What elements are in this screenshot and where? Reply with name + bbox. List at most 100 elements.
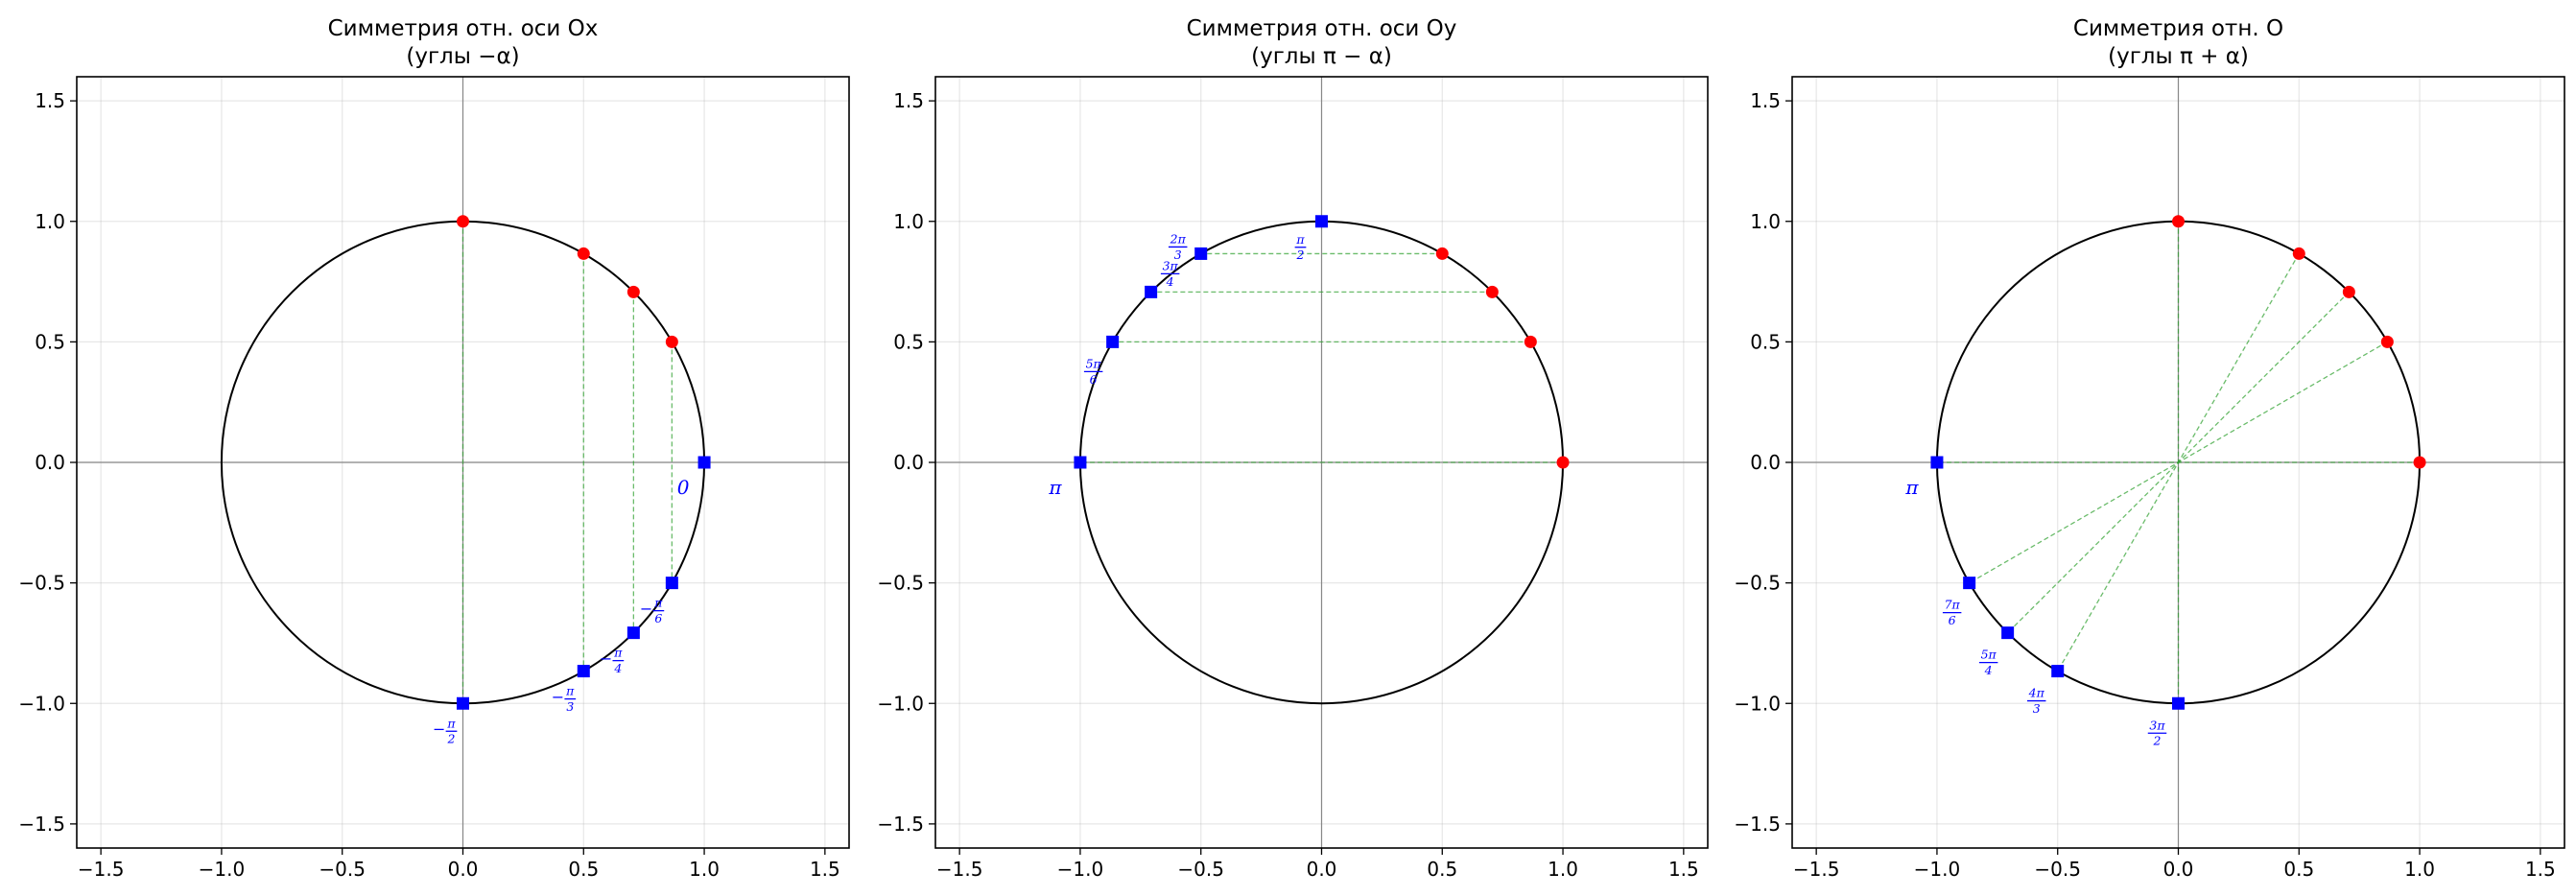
x-tick-label: 1.5: [1668, 858, 1699, 881]
panel-1: Симметрия отн. оси Ox(углы −α)0− π6− π4− π3…: [18, 16, 850, 881]
label-text: π: [1904, 476, 1919, 499]
label-denominator: 3: [1174, 248, 1182, 262]
label-denominator: 2: [1296, 248, 1305, 262]
angle-label: 5π6: [1083, 356, 1103, 387]
label-numerator: 2π: [1170, 231, 1187, 246]
x-tick-label: 1.0: [689, 858, 720, 881]
label-numerator: 5π: [1981, 648, 1997, 662]
red-point: [577, 247, 590, 260]
x-tick-label: −0.5: [1177, 858, 1224, 881]
x-tick-label: 0.5: [2283, 858, 2314, 881]
blue-point: [2001, 626, 2015, 640]
red-point: [2413, 456, 2426, 469]
blue-point: [1145, 285, 1158, 298]
panel-3: Симметрия отн. O (углы π + α) π 7π6 5π4 4π3 3π…: [1734, 16, 2565, 881]
label-sign: −: [433, 720, 445, 739]
angle-label: 3π4: [1160, 258, 1180, 289]
x-tick-label: 0.0: [1307, 858, 1337, 881]
label-text: 0: [677, 476, 690, 499]
blue-point: [2051, 665, 2065, 678]
panel-2: Симметрия отн. оси Oy(углы π − α)π5π63π4…: [877, 16, 1709, 881]
label-numerator: 3π: [2149, 718, 2165, 732]
label-numerator: π: [565, 684, 575, 698]
label-denominator: 3: [2033, 701, 2041, 716]
angle-label: − π4: [600, 646, 625, 675]
red-point: [1435, 247, 1449, 260]
label-denominator: 2: [447, 732, 456, 746]
label-numerator: π: [446, 716, 456, 730]
y-tick-label: −1.0: [877, 692, 924, 715]
label-text: π: [1048, 476, 1062, 499]
label-denominator: 3: [566, 699, 574, 714]
angle-label: 5π4: [1978, 648, 1998, 677]
angle-label: π2: [1294, 232, 1307, 262]
blue-point: [1963, 577, 1976, 590]
blue-point: [626, 626, 640, 640]
chart-title-line-2: (углы −α): [406, 44, 519, 69]
x-tick-label: 1.5: [810, 858, 840, 881]
red-point: [2292, 247, 2305, 260]
angle-label: 7π6: [1942, 598, 1962, 627]
y-tick-label: 1.0: [1750, 210, 1781, 233]
angle-label: − π6: [640, 596, 665, 625]
blue-point: [665, 577, 678, 590]
angle-label: 2π3: [1168, 231, 1188, 262]
blue-point: [1194, 247, 1208, 260]
label-denominator: 2: [2153, 734, 2162, 748]
label-denominator: 4: [1166, 274, 1174, 289]
y-tick-label: −1.0: [1734, 692, 1781, 715]
chart-title-line-2: (углы π + α): [2108, 44, 2249, 69]
red-point: [2380, 335, 2394, 348]
angle-label: 3π2: [2147, 718, 2167, 748]
x-tick-label: −0.5: [319, 858, 366, 881]
label-sign: −: [552, 688, 564, 706]
y-tick-label: −0.5: [18, 572, 65, 595]
y-tick-label: 0.0: [35, 451, 65, 474]
y-tick-label: 1.5: [35, 89, 65, 112]
chart-title-line-1: Симметрия отн. O: [2073, 16, 2283, 41]
label-numerator: 5π: [1086, 356, 1102, 370]
blue-point: [2172, 696, 2185, 710]
label-numerator: 3π: [1163, 258, 1179, 272]
blue-point: [1315, 215, 1328, 228]
x-tick-label: −0.5: [2034, 858, 2081, 881]
x-tick-label: 0.0: [448, 858, 479, 881]
x-tick-label: −1.0: [1057, 858, 1104, 881]
blue-point: [577, 665, 590, 678]
x-tick-label: 0.5: [568, 858, 599, 881]
y-tick-label: 0.5: [35, 330, 65, 353]
x-tick-label: 1.0: [1548, 858, 1578, 881]
label-denominator: 6: [1949, 613, 1956, 627]
red-point: [2172, 215, 2185, 228]
red-point: [665, 335, 678, 348]
label-numerator: π: [613, 646, 623, 660]
red-point: [1485, 285, 1499, 298]
blue-point: [1106, 335, 1120, 348]
x-tick-label: −1.0: [1914, 858, 1961, 881]
y-tick-label: 0.5: [1750, 330, 1781, 353]
angle-label: 0: [677, 476, 690, 499]
angle-label: 4π3: [2026, 686, 2046, 716]
x-tick-label: −1.5: [78, 858, 125, 881]
x-tick-label: −1.0: [199, 858, 246, 881]
label-numerator: π: [653, 596, 663, 610]
red-point: [626, 285, 640, 298]
y-tick-label: 1.0: [893, 210, 924, 233]
blue-point: [1074, 456, 1087, 469]
x-tick-label: 1.0: [2404, 858, 2435, 881]
red-point: [457, 215, 469, 228]
y-tick-label: −1.5: [877, 813, 924, 836]
x-tick-label: −1.5: [936, 858, 983, 881]
label-numerator: 4π: [2028, 686, 2045, 700]
chart-title-line-1: Симметрия отн. оси Oy: [1187, 16, 1457, 41]
x-tick-label: 0.0: [2163, 858, 2194, 881]
angle-label: − π3: [552, 684, 577, 714]
x-tick-label: 0.5: [1427, 858, 1457, 881]
label-numerator: π: [1295, 232, 1305, 247]
angle-label: − π 2: [433, 716, 458, 746]
chart-title-line-2: (углы π − α): [1251, 44, 1392, 69]
y-tick-label: −1.5: [1734, 813, 1781, 836]
angle-label: π: [1048, 476, 1062, 499]
red-point: [1556, 456, 1570, 469]
